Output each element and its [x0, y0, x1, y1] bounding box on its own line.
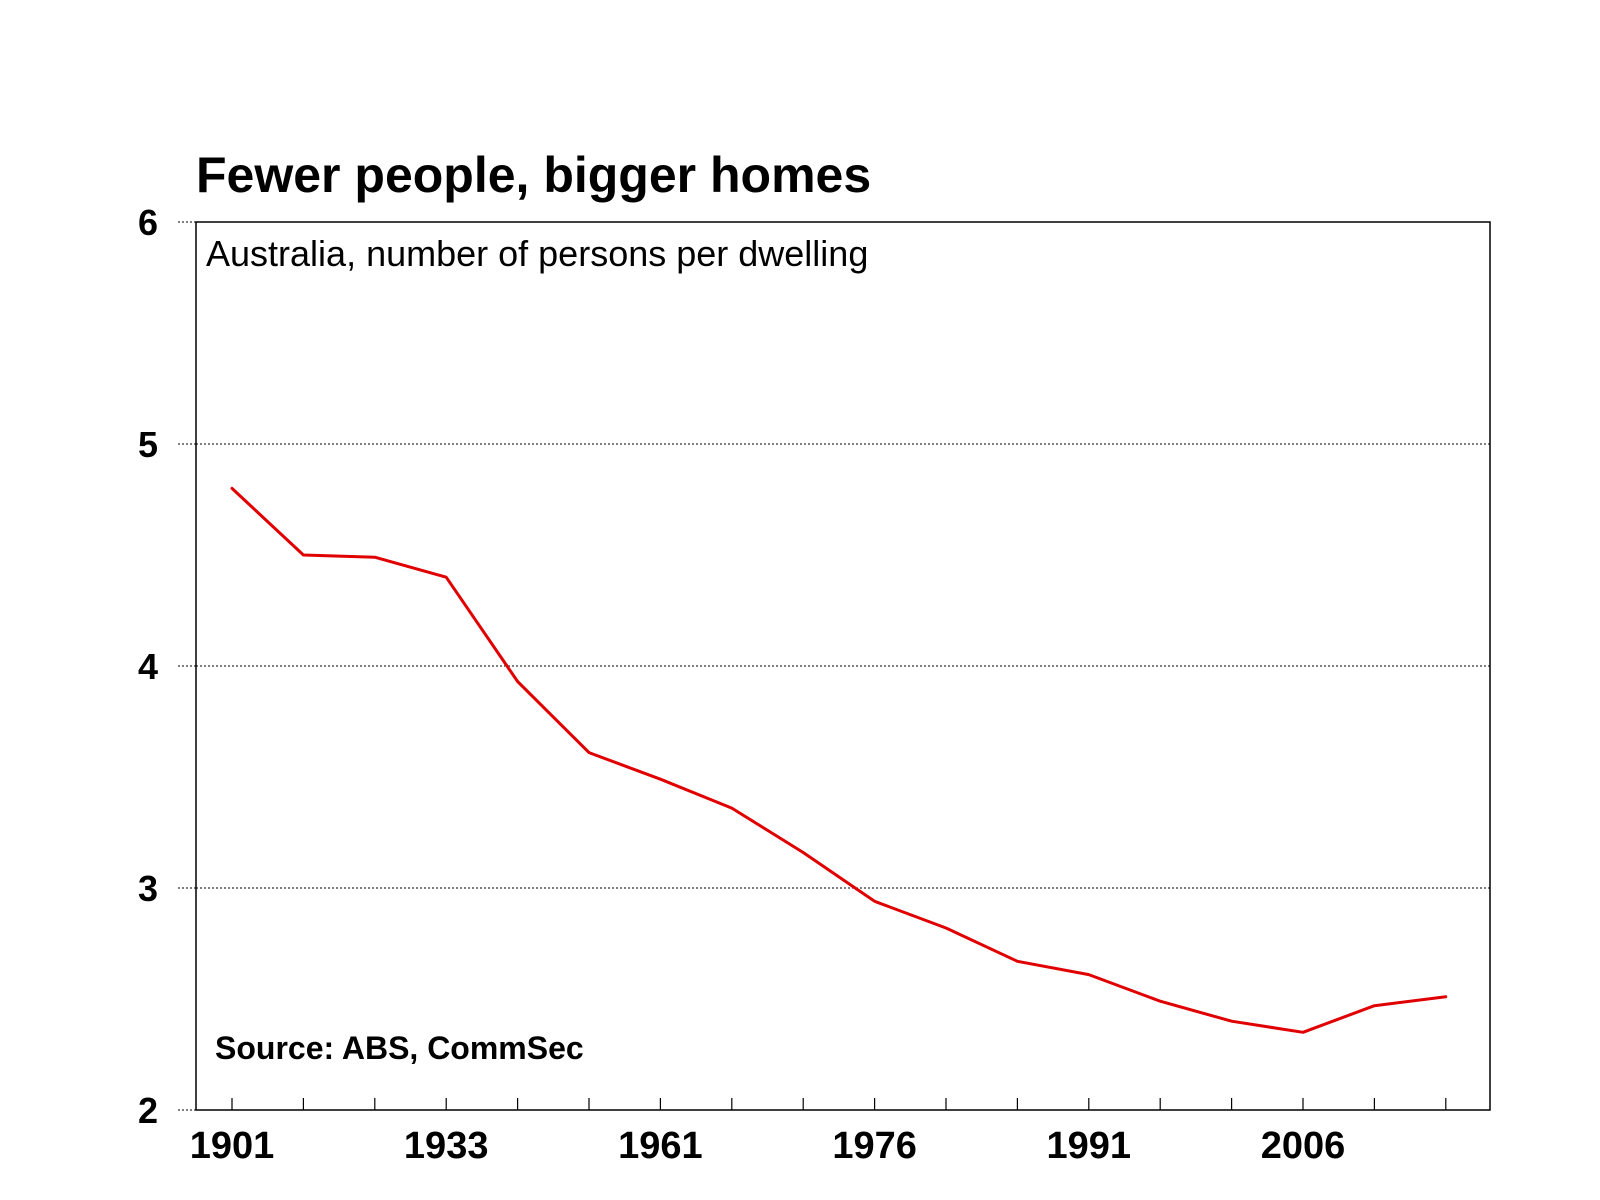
- y-tick-label: 2: [138, 1090, 158, 1131]
- data-point: [801, 850, 805, 854]
- y-tick-label: 5: [138, 424, 158, 465]
- data-point: [658, 777, 662, 781]
- y-tick-label: 6: [138, 202, 158, 243]
- data-point: [1372, 1004, 1376, 1008]
- x-tick-label: 1976: [832, 1125, 917, 1167]
- chart-subtitle: Australia, number of persons per dwellin…: [206, 233, 868, 274]
- chart-title: Fewer people, bigger homes: [196, 147, 871, 203]
- data-point: [373, 555, 377, 559]
- x-tick-label: 1901: [190, 1125, 275, 1167]
- x-axis: 1901 1933 1961 1976 1991 2006: [190, 1098, 1447, 1167]
- series-group: [230, 486, 1448, 1034]
- data-point: [1087, 973, 1091, 977]
- data-point: [516, 680, 520, 684]
- data-point: [730, 806, 734, 810]
- y-tick-label: 4: [138, 646, 158, 687]
- plot-frame: [195, 221, 1491, 1111]
- data-point: [1301, 1030, 1305, 1034]
- data-point: [944, 926, 948, 930]
- x-tick-label: 2006: [1261, 1125, 1346, 1167]
- data-point: [301, 553, 305, 557]
- source-note: Source: ABS, CommSec: [215, 1030, 584, 1066]
- data-point: [1230, 1019, 1234, 1023]
- y-axis: 2 3 4 5 6: [138, 202, 196, 1131]
- data-point: [873, 899, 877, 903]
- data-point: [1444, 995, 1448, 999]
- x-tick-label: 1991: [1047, 1125, 1132, 1167]
- series-line: [230, 486, 1448, 1034]
- x-tick-label: 1961: [618, 1125, 703, 1167]
- gridlines: [196, 443, 1490, 889]
- data-point: [1015, 959, 1019, 963]
- data-point: [1158, 999, 1162, 1003]
- x-tick-label: 1933: [404, 1125, 489, 1167]
- y-tick-label: 3: [138, 868, 158, 909]
- data-point: [230, 486, 234, 490]
- data-point: [587, 751, 591, 755]
- data-point: [444, 575, 448, 579]
